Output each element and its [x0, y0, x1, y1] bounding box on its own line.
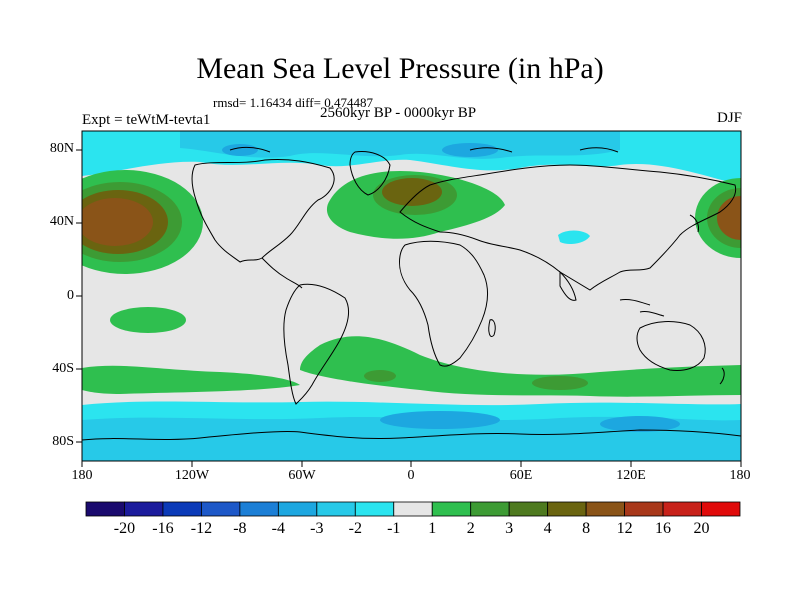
north-pacific-east-core [717, 196, 741, 240]
asia-negative-patch [558, 230, 590, 244]
colorbar-label: -3 [310, 520, 324, 537]
colorbar-cell-16 [701, 501, 741, 517]
colorbar-cell-9 [431, 501, 472, 517]
colorbar-cell-6 [316, 501, 356, 517]
india-coast [559, 270, 577, 301]
central-america-coast [261, 257, 303, 289]
lon-label-180w: 180 [71, 468, 93, 483]
lat-label-40n: 40N [49, 214, 74, 229]
arctic-deep-patch-west [222, 144, 258, 156]
colorbar-cell-10 [470, 501, 510, 517]
north-pacific-positive-core [82, 198, 153, 246]
colorbar-cell-0 [85, 501, 125, 517]
colorbar-cell-4 [239, 501, 279, 517]
colorbar-label: 1 [428, 520, 437, 537]
colorbar-cell-8 [393, 501, 433, 517]
africa-coast [399, 240, 489, 367]
colorbar-cell-13 [585, 501, 625, 517]
arctic-islands-coast [229, 146, 619, 153]
colorbar-cell-11 [508, 501, 549, 517]
lon-label-180e: 180 [729, 468, 751, 483]
colorbar [85, 501, 741, 517]
indonesia-coast [619, 299, 665, 317]
map-field [82, 131, 741, 461]
colorbar-cell-5 [277, 501, 318, 517]
north-atlantic-positive-core [382, 178, 442, 206]
colorbar-cell-14 [624, 501, 664, 517]
colorbar-label: 2 [466, 520, 475, 537]
antarctic-deep-patch-east [600, 416, 680, 432]
colorbar-label: -4 [271, 520, 285, 537]
lon-label-60w: 60W [288, 468, 316, 483]
eurasia-coast [399, 164, 737, 291]
colorbar-label: 12 [616, 520, 633, 537]
antarctic-deep-patch [380, 411, 500, 429]
southern-positive-core [532, 376, 588, 390]
colorbar-label: 16 [655, 520, 672, 537]
season-label: DJF [716, 110, 742, 126]
colorbar-label: 20 [693, 520, 710, 537]
coastlines [82, 146, 741, 441]
southern-positive-west [82, 365, 300, 394]
colorbar-label: 8 [582, 520, 591, 537]
australia-coast [636, 321, 706, 371]
lon-label-120w: 120W [174, 468, 210, 483]
lon-label-0: 0 [407, 468, 415, 483]
new-zealand-coast [719, 367, 725, 385]
axis-ticks [76, 149, 742, 467]
north-america-coast [191, 159, 335, 263]
madagascar-coast [488, 319, 496, 337]
colorbar-cell-2 [162, 501, 202, 517]
colorbar-cell-15 [662, 501, 702, 517]
southern-positive-belt [300, 336, 741, 397]
colorbar-label: -20 [113, 520, 136, 537]
tropical-positive-patch [110, 307, 186, 333]
greenland-coast [349, 151, 391, 196]
colorbar-label: -16 [152, 520, 174, 537]
period-text: 2560kyr BP - 0000kyr BP [320, 105, 477, 121]
stats-text: rmsd= 1.16434 diff= 0.474487 [213, 95, 373, 110]
lat-label-80s: 80S [52, 434, 74, 449]
colorbar-cell-3 [201, 501, 241, 517]
antarctica-coast [82, 429, 741, 441]
antarctic-negative-core [82, 416, 741, 461]
lat-label-0: 0 [67, 288, 74, 303]
south-america-coast [283, 283, 350, 405]
colorbar-label: -12 [190, 520, 213, 537]
lon-label-60e: 60E [509, 468, 533, 483]
colorbar-cell-7 [354, 501, 395, 517]
colorbar-cell-1 [124, 501, 164, 517]
japan-coast [689, 214, 699, 233]
colorbar-cell-12 [547, 501, 587, 517]
lon-label-120e: 120E [616, 468, 646, 483]
map-title: Mean Sea Level Pressure (in hPa) [196, 52, 604, 85]
southern-positive-core-west [364, 370, 396, 382]
colorbar-label: -1 [387, 520, 401, 537]
colorbar-label: 4 [543, 520, 552, 537]
colorbar-label: 3 [505, 520, 514, 537]
colorbar-label: -2 [348, 520, 362, 537]
lat-label-80n: 80N [49, 141, 74, 156]
colorbar-label: -8 [233, 520, 247, 537]
lat-label-40s: 40S [52, 361, 74, 376]
experiment-label: Expt = teWtM-tevta1 [82, 112, 211, 128]
